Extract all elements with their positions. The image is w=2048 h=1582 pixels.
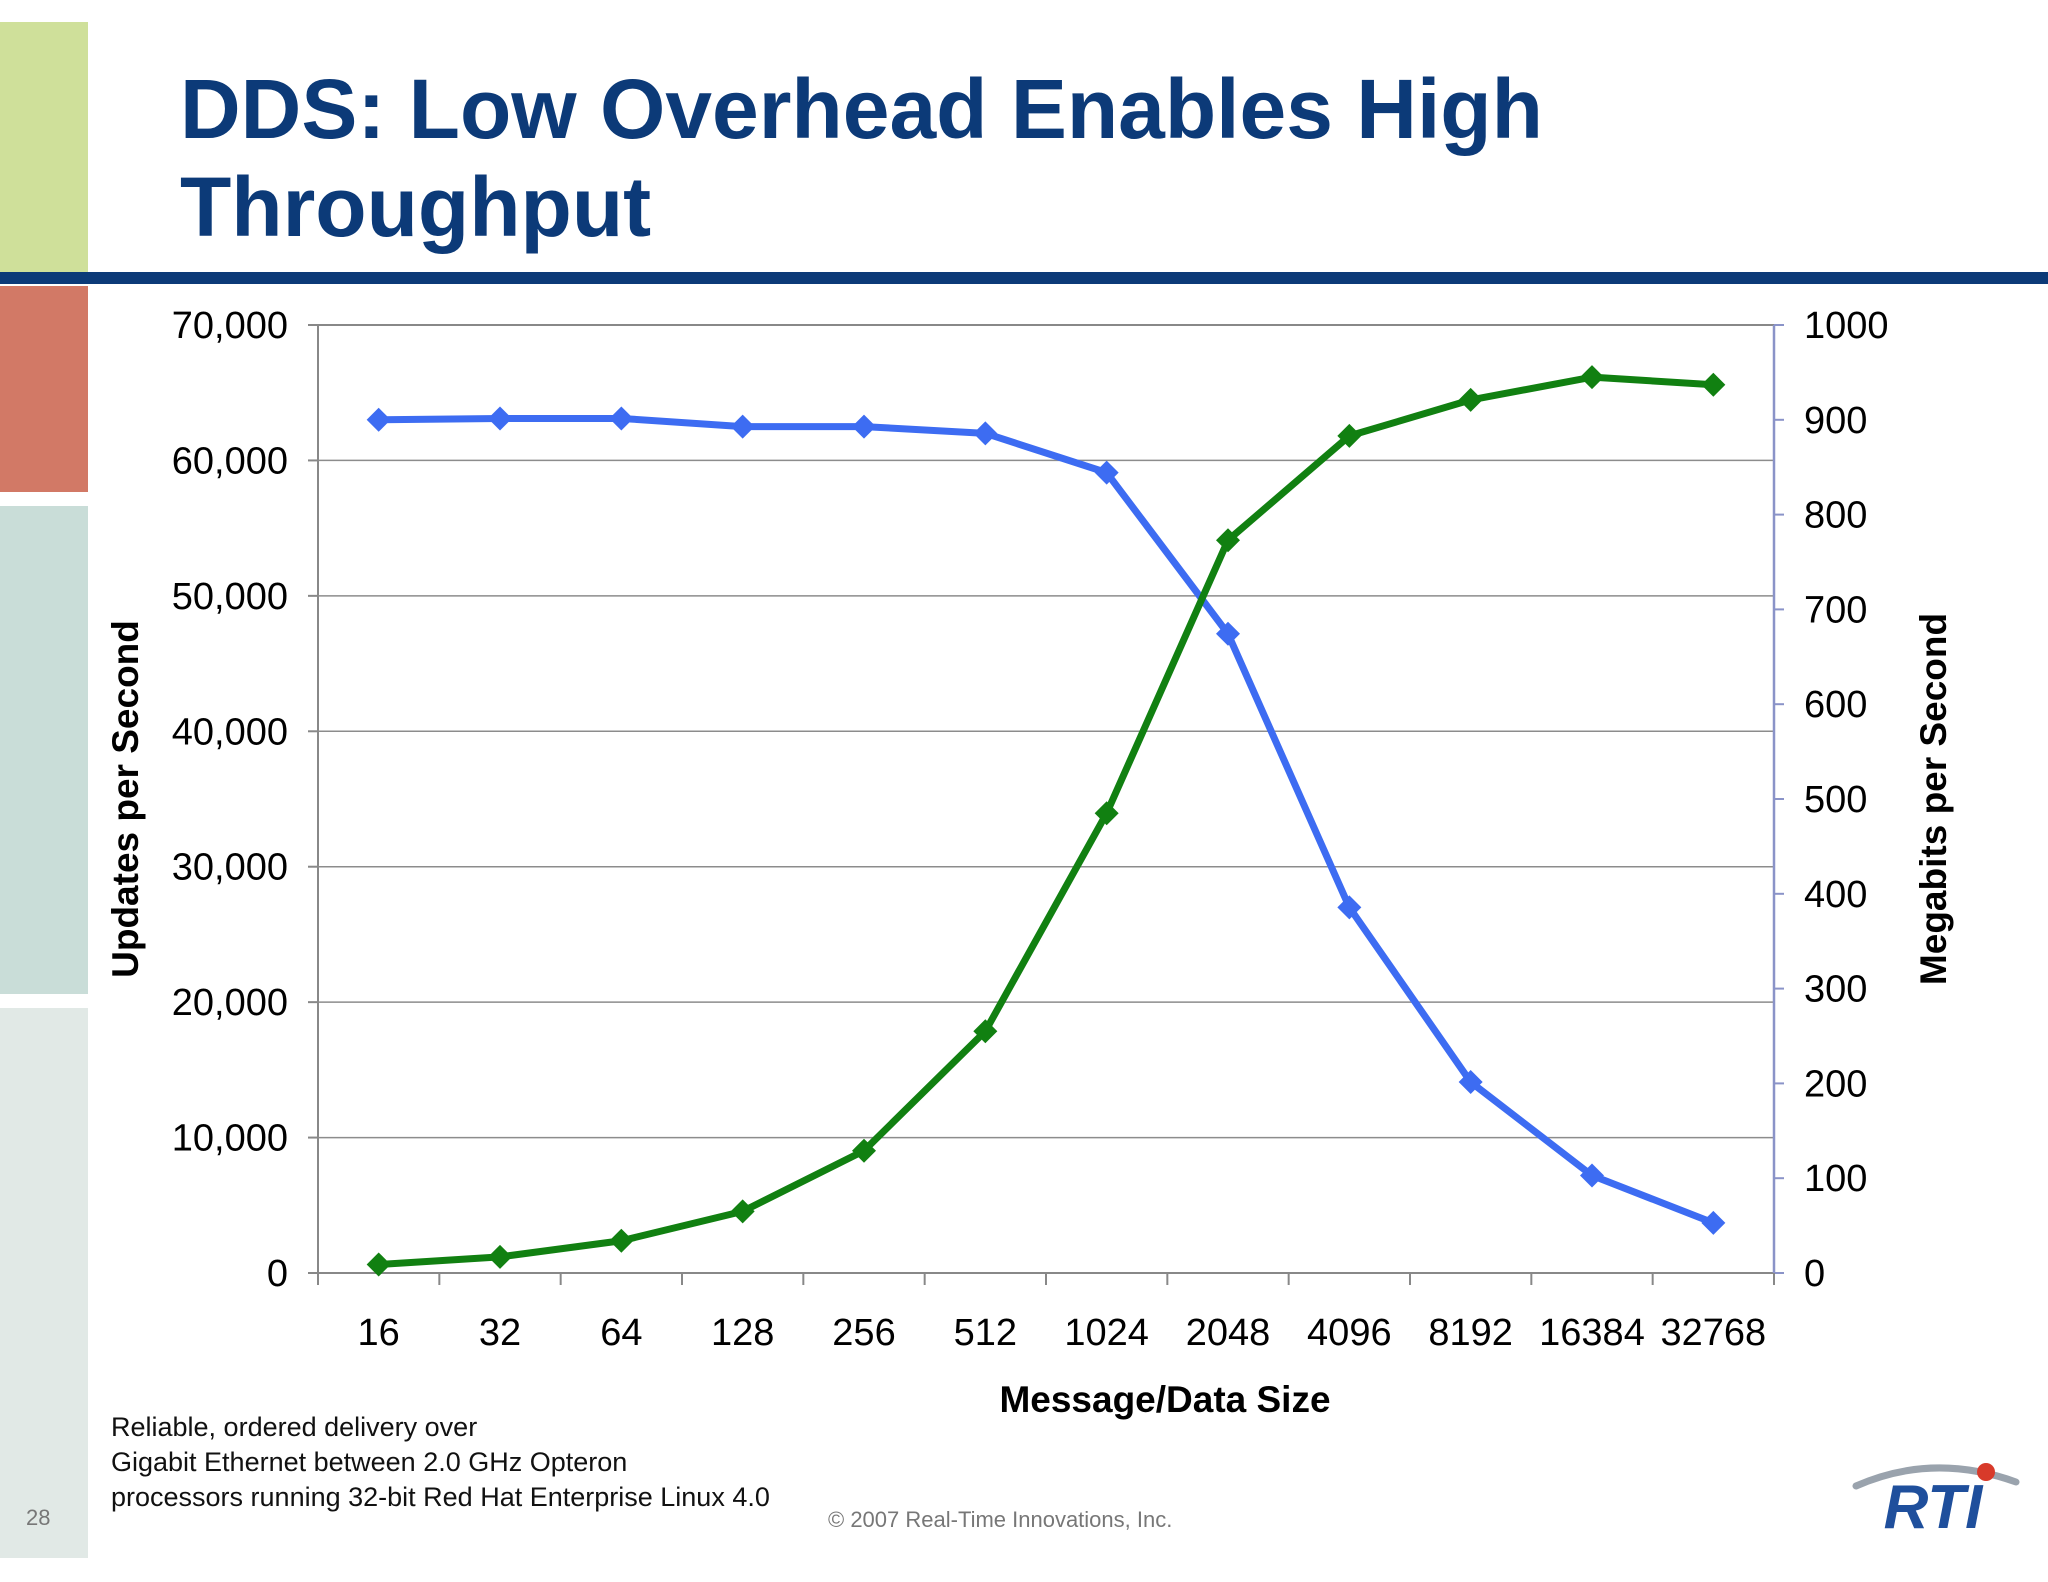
series-1-point bbox=[852, 414, 876, 439]
series-2-point bbox=[730, 1199, 755, 1224]
x-tick-label: 256 bbox=[832, 1312, 895, 1354]
series-2-point bbox=[1458, 387, 1483, 412]
series-line-2 bbox=[378, 373, 1714, 1268]
series-1-point bbox=[1337, 895, 1362, 920]
y2-tick-label: 200 bbox=[1804, 1063, 1867, 1105]
note-line-3: processors running 32-bit Red Hat Enterp… bbox=[111, 1482, 770, 1512]
y2-tick-label: 900 bbox=[1804, 400, 1867, 442]
x-tick-label: 2048 bbox=[1186, 1312, 1271, 1354]
series-1-point bbox=[1701, 1210, 1726, 1235]
y2-tick-label: 400 bbox=[1804, 874, 1867, 916]
logo-text: RTI bbox=[1884, 1473, 1985, 1536]
axes: 0 10,000 20,000 30,000 40,000 50,000 60,000 70,… bbox=[172, 305, 1889, 1354]
series-1-point bbox=[1094, 460, 1119, 485]
series-layer bbox=[366, 365, 1726, 1277]
series-2-point bbox=[1580, 365, 1604, 390]
y2-tick-label: 700 bbox=[1804, 589, 1867, 631]
rti-logo: RTI bbox=[1852, 1463, 2020, 1536]
y2-tick-label: 500 bbox=[1804, 779, 1867, 821]
plot-area bbox=[317, 324, 1775, 1274]
x-tick-label: 4096 bbox=[1307, 1312, 1392, 1354]
side-band-light bbox=[0, 1008, 88, 1558]
x-tick-label: 1024 bbox=[1064, 1312, 1149, 1354]
series-1-point bbox=[1216, 621, 1240, 646]
y2-tick-label: 600 bbox=[1804, 684, 1867, 726]
series-2-point bbox=[609, 1228, 634, 1253]
x-axis-label: Message/Data Size bbox=[999, 1379, 1330, 1420]
note-line-2: Gigabit Ethernet between 2.0 GHz Opteron bbox=[111, 1447, 628, 1477]
side-band-red bbox=[0, 286, 88, 492]
y2-tick-label: 1000 bbox=[1804, 305, 1889, 347]
slide-title: DDS: Low Overhead Enables High Throughpu… bbox=[180, 60, 1780, 256]
x-tick-label: 512 bbox=[954, 1312, 1017, 1354]
side-band-teal bbox=[0, 506, 88, 994]
y-tick-label: 60,000 bbox=[172, 440, 288, 482]
y-tick-label: 10,000 bbox=[172, 1118, 288, 1160]
y-tick-label: 40,000 bbox=[172, 711, 288, 753]
x-tick-label: 8192 bbox=[1428, 1312, 1513, 1354]
test-conditions-note: Reliable, ordered delivery over Gigabit … bbox=[111, 1410, 770, 1515]
y-tick-label: 20,000 bbox=[172, 982, 288, 1024]
y-tick-label: 50,000 bbox=[172, 576, 288, 618]
series-1-point bbox=[1458, 1070, 1483, 1095]
series-1-point bbox=[366, 407, 391, 432]
series-line-1 bbox=[378, 414, 1715, 1227]
x-tick-label: 128 bbox=[711, 1312, 774, 1354]
x-tick-label: 64 bbox=[600, 1312, 642, 1354]
title-rule bbox=[0, 272, 2048, 284]
series-1-point bbox=[609, 406, 634, 431]
y-tick-label: 70,000 bbox=[172, 305, 288, 347]
series-2-point bbox=[366, 1252, 391, 1277]
y-tick-label: 30,000 bbox=[172, 847, 288, 889]
series-2-point bbox=[488, 1244, 512, 1269]
y2-tick-label: 0 bbox=[1804, 1253, 1825, 1295]
series-2-point bbox=[1337, 423, 1362, 448]
x-tick-label: 32768 bbox=[1660, 1312, 1766, 1354]
grid-lines bbox=[318, 459, 1774, 1139]
y2-tick-label: 800 bbox=[1804, 495, 1867, 537]
series-2-point bbox=[1094, 801, 1119, 826]
y2-tick-label: 100 bbox=[1804, 1158, 1867, 1200]
page-number: 28 bbox=[26, 1505, 51, 1530]
series-1-point bbox=[488, 406, 512, 431]
series-2-point bbox=[852, 1138, 876, 1163]
series-2-point bbox=[1216, 528, 1240, 553]
note-line-1: Reliable, ordered delivery over bbox=[111, 1412, 478, 1442]
x-tick-label: 16 bbox=[358, 1312, 400, 1354]
y2-axis-label: Megabits per Second bbox=[1913, 613, 1954, 985]
series-2-point bbox=[1701, 372, 1726, 397]
side-band-green bbox=[0, 22, 88, 272]
slide-title-line-2: Throughput bbox=[180, 160, 652, 254]
copyright-notice: © 2007 Real-Time Innovations, Inc. bbox=[828, 1507, 1173, 1532]
x-tick-label: 16384 bbox=[1539, 1312, 1645, 1354]
y-axis-label: Updates per Second bbox=[105, 620, 146, 978]
y-tick-label: 0 bbox=[267, 1253, 288, 1295]
logo-orb-icon bbox=[1977, 1463, 1995, 1481]
series-1-point bbox=[730, 414, 755, 439]
y2-tick-label: 300 bbox=[1804, 969, 1867, 1011]
x-tick-label: 32 bbox=[479, 1312, 521, 1354]
series-1-point bbox=[973, 421, 998, 446]
series-2-point bbox=[973, 1019, 998, 1044]
series-1-point bbox=[1580, 1163, 1604, 1188]
slide-title-line-1: DDS: Low Overhead Enables High bbox=[180, 62, 1543, 156]
